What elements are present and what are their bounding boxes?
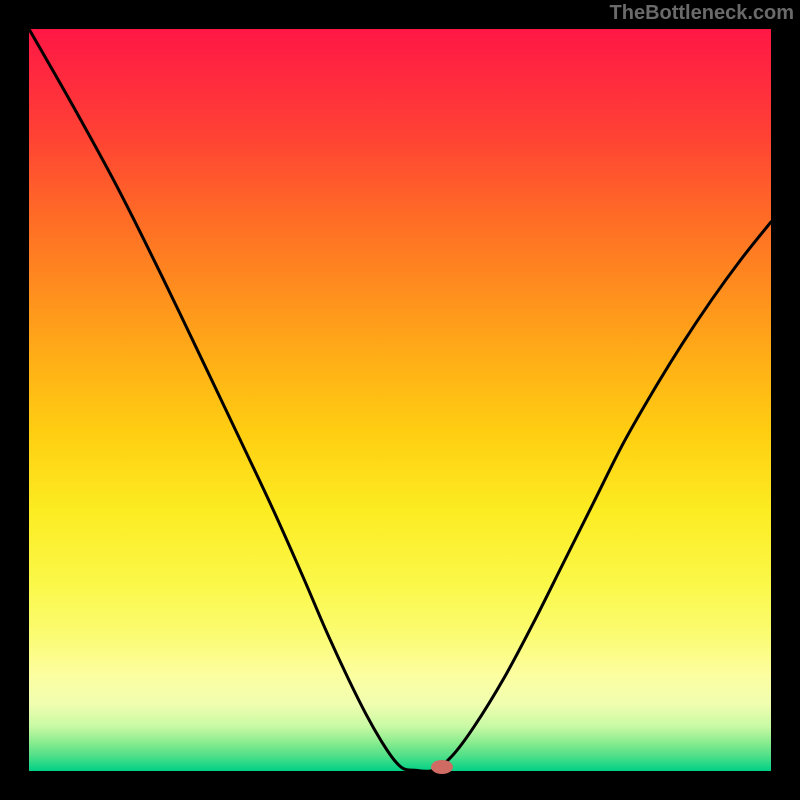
bottleneck-curve-svg — [0, 0, 800, 800]
bottleneck-curve — [29, 29, 771, 771]
watermark-text: TheBottleneck.com — [610, 2, 794, 25]
minimum-marker — [431, 760, 453, 774]
chart-container: TheBottleneck.com — [0, 0, 800, 800]
